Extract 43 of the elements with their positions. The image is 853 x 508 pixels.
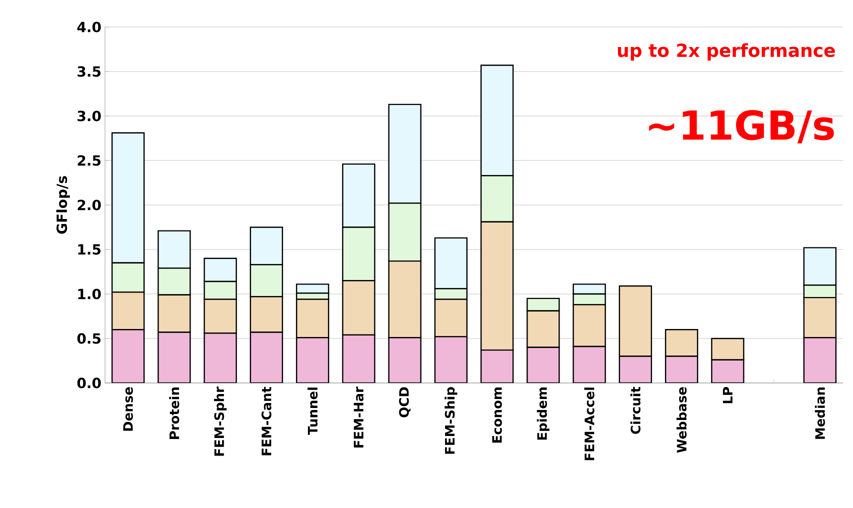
x-tick-label: FEM-Har xyxy=(354,386,364,448)
y-tick-label: 1.5 xyxy=(78,244,101,255)
y-tick-label: 4.0 xyxy=(77,22,101,32)
x-tick-label: FEM-Accel xyxy=(584,388,594,460)
y-tick-label: 3.5 xyxy=(78,66,101,77)
x-tick-label: Epidem xyxy=(536,388,550,440)
bar xyxy=(526,346,560,383)
y-axis-title: GFlop/s xyxy=(56,176,70,234)
x-tick-label: Dense xyxy=(123,387,133,431)
x-tick-label: FEM-Sphr xyxy=(214,386,227,456)
x-tick-label: QCD xyxy=(399,387,411,418)
x-tick-label: Tunnel xyxy=(308,388,318,435)
x-tick-label: Econom xyxy=(492,388,502,443)
bar xyxy=(711,359,744,383)
bar xyxy=(158,332,191,383)
y-tick-label: 2.5 xyxy=(78,155,101,166)
annotation: up to 2x performance xyxy=(618,43,835,61)
y-tick-label: 0.0 xyxy=(77,378,101,388)
bar xyxy=(250,332,284,383)
bar xyxy=(618,356,652,383)
bar xyxy=(434,336,468,383)
bar xyxy=(803,337,837,383)
bar xyxy=(296,337,330,383)
y-tick-label: 1.0 xyxy=(78,288,101,300)
y-tick-label: 0.5 xyxy=(77,333,101,344)
bar xyxy=(480,349,514,383)
bar xyxy=(572,346,606,383)
x-tick-label: Webbase xyxy=(676,387,687,453)
x-tick-label: Median xyxy=(814,388,825,439)
x-tick-label: FEM-Ship xyxy=(444,387,458,454)
bar xyxy=(342,334,376,383)
x-tick-label: Circuit xyxy=(630,386,640,434)
bar xyxy=(388,337,422,383)
bar xyxy=(204,332,237,383)
y-tick-label: 3.0 xyxy=(78,110,101,122)
bar xyxy=(664,356,698,383)
x-tick-label: LP xyxy=(722,387,732,404)
annotation: ~11GB/s xyxy=(649,110,834,144)
bar xyxy=(111,328,145,383)
x-tick-label: FEM-Cant xyxy=(262,386,272,456)
y-tick-label: 2.0 xyxy=(78,200,101,210)
x-tick-label: Protein xyxy=(169,388,180,439)
bar xyxy=(711,338,744,360)
